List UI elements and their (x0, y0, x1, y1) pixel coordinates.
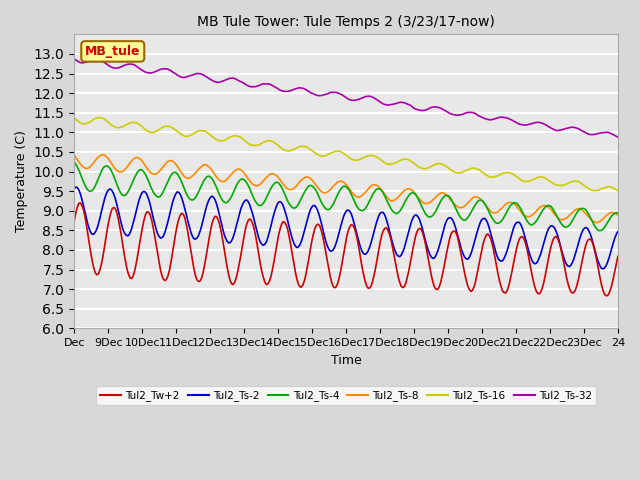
Tul2_Ts-2 (585, 228, 593, 234)
Text: MB_tule: MB_tule (85, 45, 141, 58)
Tul2_Ts-8 (614, 212, 621, 218)
Tul2_Ts-32 (585, 132, 593, 137)
Tul2_Ts-16 (585, 186, 593, 192)
Tul2_Ts-2 (72, 184, 79, 190)
Tul2_Tw+2 (310, 231, 317, 237)
Title: MB Tule Tower: Tule Temps 2 (3/23/17-now): MB Tule Tower: Tule Temps 2 (3/23/17-now… (197, 15, 495, 29)
Tul2_Ts-32 (234, 77, 241, 83)
Tul2_Tw+2 (585, 236, 593, 242)
Tul2_Ts-8 (593, 220, 600, 226)
Tul2_Ts-2 (599, 266, 607, 272)
Tul2_Tw+2 (234, 269, 241, 275)
Legend: Tul2_Tw+2, Tul2_Ts-2, Tul2_Ts-4, Tul2_Ts-8, Tul2_Ts-16, Tul2_Ts-32: Tul2_Tw+2, Tul2_Ts-2, Tul2_Ts-4, Tul2_Ts… (96, 386, 596, 406)
Tul2_Ts-2 (310, 203, 317, 208)
Tul2_Ts-2 (234, 217, 241, 223)
Tul2_Ts-2 (252, 224, 260, 230)
Tul2_Ts-2 (261, 241, 269, 247)
Tul2_Ts-4 (596, 228, 604, 233)
Tul2_Tw+2 (604, 293, 611, 299)
Tul2_Ts-16 (138, 124, 146, 130)
Line: Tul2_Ts-4: Tul2_Ts-4 (74, 162, 618, 230)
Line: Tul2_Ts-32: Tul2_Ts-32 (74, 59, 618, 137)
Tul2_Ts-32 (310, 91, 317, 97)
Tul2_Ts-32 (138, 68, 146, 73)
Line: Tul2_Ts-16: Tul2_Ts-16 (74, 118, 618, 191)
Tul2_Ts-8 (99, 152, 107, 157)
Tul2_Ts-2 (70, 186, 78, 192)
Tul2_Ts-4 (137, 167, 145, 172)
Tul2_Ts-32 (252, 84, 260, 89)
Tul2_Ts-2 (614, 229, 621, 235)
Tul2_Ts-4 (250, 196, 258, 202)
Y-axis label: Temperature (C): Temperature (C) (15, 131, 28, 232)
Line: Tul2_Ts-2: Tul2_Ts-2 (74, 187, 618, 269)
Tul2_Ts-32 (261, 81, 269, 87)
Tul2_Ts-16 (96, 115, 104, 120)
Tul2_Ts-16 (614, 188, 621, 193)
Tul2_Ts-8 (310, 179, 317, 185)
X-axis label: Time: Time (331, 354, 362, 367)
Line: Tul2_Tw+2: Tul2_Tw+2 (74, 203, 618, 296)
Tul2_Ts-4 (614, 210, 621, 216)
Tul2_Ts-8 (234, 166, 241, 172)
Tul2_Ts-16 (70, 115, 78, 121)
Tul2_Ts-4 (584, 210, 591, 216)
Tul2_Ts-4 (260, 200, 268, 206)
Tul2_Ts-16 (234, 133, 241, 139)
Tul2_Ts-8 (70, 152, 78, 158)
Tul2_Ts-8 (138, 158, 146, 164)
Tul2_Ts-4 (232, 183, 240, 189)
Tul2_Ts-4 (70, 159, 78, 165)
Line: Tul2_Ts-8: Tul2_Ts-8 (74, 155, 618, 223)
Tul2_Ts-2 (138, 190, 146, 195)
Tul2_Ts-8 (261, 176, 269, 182)
Tul2_Tw+2 (70, 218, 78, 224)
Tul2_Tw+2 (261, 279, 269, 285)
Tul2_Ts-4 (308, 183, 316, 189)
Tul2_Ts-16 (261, 139, 269, 144)
Tul2_Tw+2 (614, 253, 621, 259)
Tul2_Tw+2 (76, 200, 84, 206)
Tul2_Ts-32 (614, 134, 621, 140)
Tul2_Ts-8 (252, 183, 260, 189)
Tul2_Ts-32 (70, 56, 78, 62)
Tul2_Tw+2 (138, 225, 146, 231)
Tul2_Ts-8 (585, 215, 593, 220)
Tul2_Ts-16 (252, 143, 260, 148)
Tul2_Tw+2 (252, 234, 260, 240)
Tul2_Ts-32 (92, 56, 99, 61)
Tul2_Ts-16 (310, 149, 317, 155)
